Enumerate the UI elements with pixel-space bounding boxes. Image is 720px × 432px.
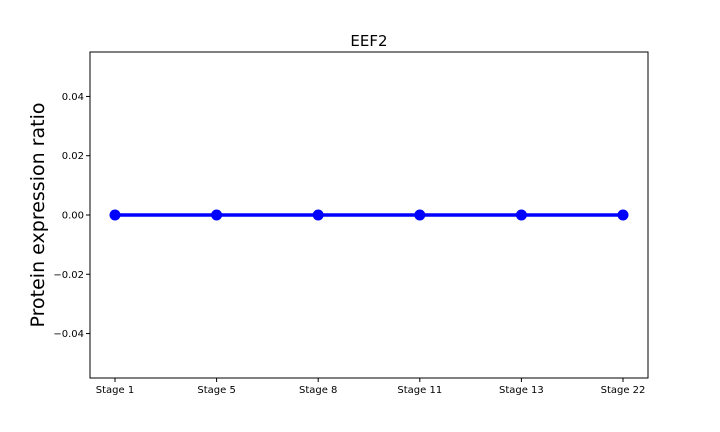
y-tick-label: 0.02 [62,151,84,162]
data-point [109,209,121,221]
x-tick-label: Stage 1 [96,385,134,396]
y-axis: −0.04 −0.02 0.00 0.02 0.04 [53,92,90,340]
x-tick-label: Stage 8 [299,385,337,396]
data-point [211,209,223,221]
x-tick-label: Stage 13 [499,385,544,396]
y-tick-label: −0.04 [53,329,84,340]
y-tick-label: 0.00 [62,211,84,222]
x-tick-label: Stage 11 [397,385,442,396]
data-point [414,209,426,221]
y-tick-label: −0.02 [53,270,84,281]
x-axis: Stage 1 Stage 5 Stage 8 Stage 11 Stage 13 Sta… [96,378,646,396]
chart-title: EEF2 [350,32,387,50]
y-axis-label: Protein expression ratio [27,103,49,328]
y-tick-label: 0.04 [62,92,84,103]
x-tick-label: Stage 22 [601,385,646,396]
x-tick-label: Stage 5 [197,385,235,396]
series-layer [109,209,629,221]
data-point [515,209,527,221]
data-point [312,209,324,221]
data-point [617,209,629,221]
